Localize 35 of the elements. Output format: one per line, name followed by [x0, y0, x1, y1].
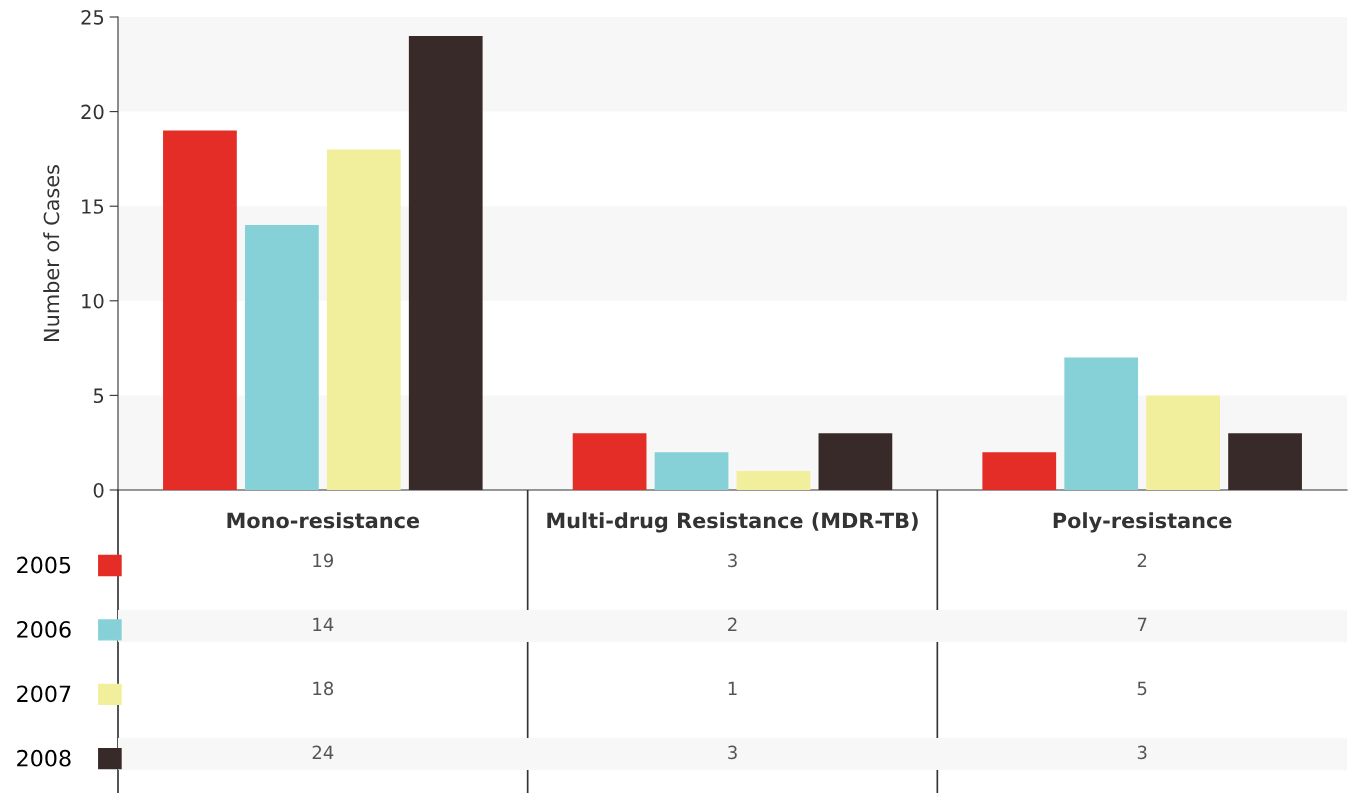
data-label: 7: [1137, 617, 1147, 631]
x-tick-label: Poly-resistance: [1053, 512, 1232, 533]
data-label: 3: [1137, 745, 1147, 760]
y-axis-title: Number of Cases: [43, 165, 60, 341]
bar: [245, 225, 319, 490]
y-tick-label: 15: [82, 199, 104, 214]
bar: [1064, 357, 1139, 490]
data-label: 2: [728, 617, 737, 631]
bar: [572, 433, 647, 490]
y-tick-label: 10: [82, 293, 104, 309]
data-label: 19: [313, 553, 334, 568]
bar: [654, 452, 729, 490]
data-label: 5: [1137, 681, 1147, 696]
data-label: 1: [728, 681, 737, 695]
x-tick-label: Multi-drug Resistance (MDR-TB): [547, 512, 918, 533]
legend-label: 2005: [17, 556, 71, 574]
data-label: 18: [313, 681, 334, 696]
data-label: 14: [313, 617, 334, 631]
bar: [736, 471, 811, 490]
y-tick-label: 0: [93, 482, 104, 498]
bar: [982, 452, 1057, 490]
bar: [1146, 395, 1220, 490]
x-tick-label: Mono-resistance: [227, 512, 420, 529]
legend-label: 2006: [17, 621, 71, 638]
bar: [326, 149, 401, 490]
y-tick-label: 5: [93, 388, 104, 404]
legend-label: 2008: [17, 749, 71, 767]
data-label: 2: [1137, 553, 1147, 567]
data-label: 24: [312, 745, 334, 759]
data-label: 3: [728, 553, 737, 568]
y-tick-label: 25: [81, 9, 104, 25]
bar: [163, 130, 237, 490]
y-tick-label: 20: [81, 104, 104, 120]
legend-label: 2007: [17, 685, 71, 703]
data-label: 3: [728, 745, 737, 760]
